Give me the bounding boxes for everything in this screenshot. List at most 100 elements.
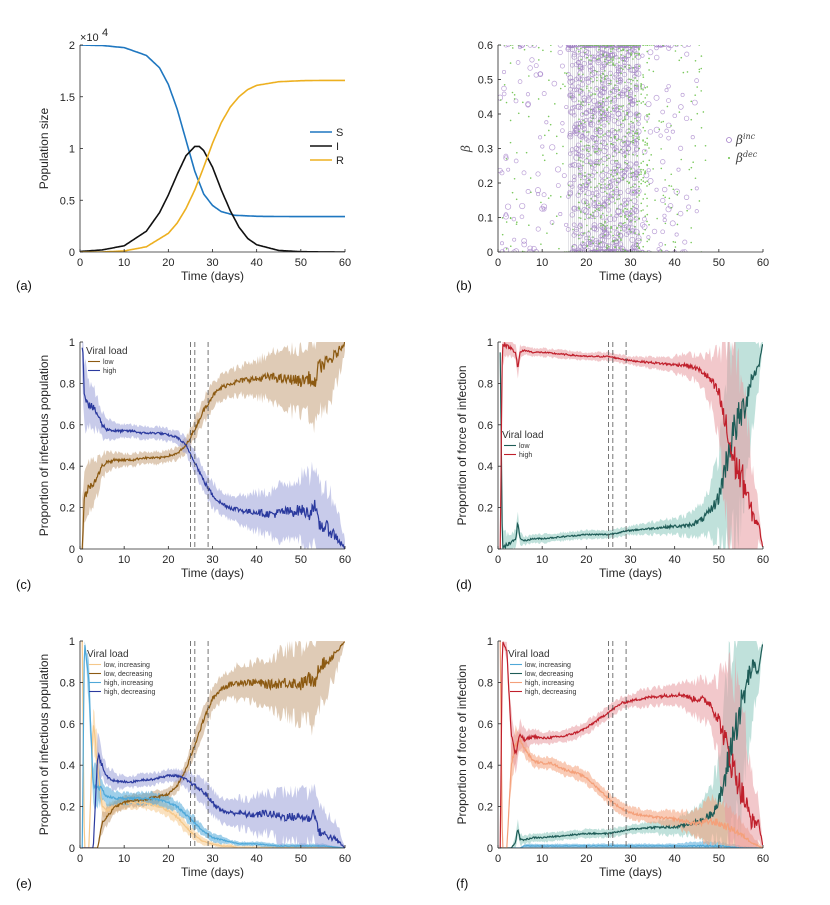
scatter-point-beta_inc xyxy=(589,121,596,128)
scatter-point-beta_inc xyxy=(525,92,531,97)
y-axis-label: Population size xyxy=(37,107,51,189)
scatter-point-beta_dec xyxy=(698,68,701,71)
scatter-point-beta_dec xyxy=(640,239,642,241)
scatter-point-beta_inc xyxy=(674,232,679,237)
scatter-point-beta_dec xyxy=(559,87,562,90)
x-tick-label: 0 xyxy=(77,257,83,269)
scatter-point-beta_dec xyxy=(555,135,558,138)
band-high xyxy=(82,342,345,549)
y-axis-label: β xyxy=(459,145,473,153)
scatter-point-beta_dec xyxy=(610,58,612,60)
scatter-point-beta_dec xyxy=(646,121,648,123)
scatter-point-beta_dec xyxy=(578,157,580,159)
scatter-point-beta_inc xyxy=(682,239,688,245)
scatter-point-beta_inc xyxy=(502,247,510,252)
scatter-point-beta_dec xyxy=(511,91,514,94)
scatter-point-beta_dec xyxy=(662,194,665,197)
scatter-point-beta_dec xyxy=(644,144,646,146)
scatter-point-beta_dec xyxy=(636,45,638,46)
y-tick-label: 0.4 xyxy=(478,109,493,121)
y-tick-label: 0.2 xyxy=(60,503,75,515)
scatter-point-beta_inc xyxy=(564,104,569,110)
scatter-point-beta_dec xyxy=(616,159,618,162)
scatter-point-beta_dec xyxy=(584,45,586,46)
scatter-point-beta_dec xyxy=(642,232,645,235)
scatter-point-beta_dec xyxy=(638,112,640,115)
scatter-point-beta_dec xyxy=(646,94,648,96)
scatter-point-beta_inc xyxy=(586,152,591,157)
scatter-point-beta_dec xyxy=(676,223,679,226)
scatter-point-beta_dec xyxy=(630,120,632,123)
scatter-point-beta_dec xyxy=(700,90,703,92)
scatter-point-beta_dec xyxy=(620,203,622,205)
scatter-point-beta_inc xyxy=(619,92,626,99)
scatter-point-beta_dec xyxy=(608,203,610,205)
scatter-point-beta_dec xyxy=(648,113,651,115)
y-tick-label: 0.6 xyxy=(478,719,493,731)
scatter-point-beta_inc xyxy=(540,144,545,149)
x-tick-label: 40 xyxy=(669,257,681,269)
scatter-point-beta_inc xyxy=(591,97,598,104)
x-tick-label: 60 xyxy=(757,853,769,865)
scatter-point-beta_dec xyxy=(620,53,622,56)
scatter-point-beta_dec xyxy=(646,163,648,166)
y-tick-label: 0.2 xyxy=(478,178,493,190)
scatter-point-beta_dec xyxy=(600,215,602,217)
scatter-point-beta_dec xyxy=(644,193,646,195)
y-tick-label: 0.8 xyxy=(60,677,75,689)
scatter-point-beta_inc xyxy=(653,126,660,133)
x-tick-label: 10 xyxy=(118,853,130,865)
x-axis-label: Time (days) xyxy=(181,566,244,580)
y-tick-label: 0.6 xyxy=(478,420,493,432)
scatter-point-beta_inc xyxy=(557,45,563,48)
y-tick-label: 0.5 xyxy=(60,195,75,207)
x-tick-label: 20 xyxy=(580,853,592,865)
scatter-point-beta_inc xyxy=(577,70,584,77)
scatter-point-beta_dec xyxy=(638,52,641,55)
scatter-point-beta_dec xyxy=(612,189,614,192)
scatter-point-beta_dec xyxy=(662,45,664,46)
scatter-point-beta_dec xyxy=(638,185,640,188)
scatter-point-beta_dec xyxy=(640,86,642,88)
scatter-point-beta_dec xyxy=(638,100,641,102)
scatter-point-beta_dec xyxy=(612,87,615,89)
y-tick-label: 0.6 xyxy=(478,40,493,52)
scatter-point-beta_inc xyxy=(531,245,537,252)
scatter-point-beta_dec xyxy=(638,48,640,51)
scatter-point-beta_dec xyxy=(692,161,694,164)
scatter-point-beta_dec xyxy=(618,129,620,131)
scatter-point-beta_inc xyxy=(662,218,667,223)
scatter-point-beta_dec xyxy=(522,101,524,104)
scatter-point-beta_inc xyxy=(683,194,690,200)
scatter-point-beta_dec xyxy=(696,86,698,88)
scatter-point-beta_dec xyxy=(704,159,707,162)
scatter-point-beta_dec xyxy=(644,181,647,184)
scatter-point-beta_dec xyxy=(700,67,703,70)
scatter-point-beta_dec xyxy=(559,196,562,198)
scatter-point-beta_dec xyxy=(624,45,626,46)
scatter-point-beta_inc xyxy=(570,84,575,89)
scatter-point-beta_inc xyxy=(654,45,660,48)
scatter-point-beta_inc xyxy=(537,71,543,77)
scatter-point-beta_dec xyxy=(628,181,631,184)
scatter-point-beta_inc xyxy=(541,203,548,210)
panel-label-e: (e) xyxy=(16,876,32,891)
scatter-point-beta_dec xyxy=(632,121,634,124)
scatter-point-beta_dec xyxy=(662,120,665,123)
scatter-point-beta_dec xyxy=(550,50,552,53)
x-tick-label: 50 xyxy=(713,853,725,865)
scatter-point-beta_dec xyxy=(516,221,518,224)
scatter-point-beta_dec xyxy=(624,135,626,138)
scatter-point-beta_inc xyxy=(694,209,699,214)
scatter-point-beta_dec xyxy=(636,137,639,139)
scatter-point-beta_inc xyxy=(512,237,517,242)
scatter-point-beta_dec xyxy=(562,162,564,165)
scatter-point-beta_dec xyxy=(636,120,638,122)
scatter-point-beta_inc xyxy=(636,121,641,127)
scatter-point-beta_inc xyxy=(645,101,652,108)
scatter-point-beta_dec xyxy=(648,159,651,162)
scatter-point-beta_dec xyxy=(612,58,614,60)
scatter-point-beta_dec xyxy=(626,132,629,134)
scatter-point-beta_dec xyxy=(515,223,518,225)
